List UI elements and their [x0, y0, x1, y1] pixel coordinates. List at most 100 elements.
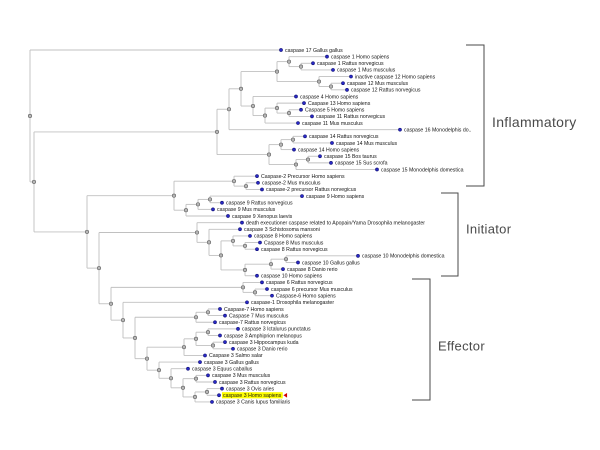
leaf-label[interactable]: caspase 8 Danio rerio	[287, 267, 338, 273]
leaf-node-dot[interactable]	[231, 346, 235, 351]
internal-node-dot[interactable]	[283, 257, 289, 262]
leaf-node-dot[interactable]	[303, 134, 307, 139]
leaf-node-dot[interactable]	[223, 313, 227, 318]
leaf-label[interactable]: caspase 11 Rattus norvegicus	[316, 114, 386, 120]
internal-node-dot[interactable]	[205, 330, 211, 335]
leaf-label[interactable]: Caspase 3 Salmo salar	[209, 353, 263, 359]
leaf-label[interactable]: caspase 1 Mus musculus	[337, 68, 396, 74]
leaf-node-dot[interactable]	[294, 94, 298, 99]
leaf-node-dot[interactable]	[296, 121, 300, 125]
internal-node-dot[interactable]	[243, 184, 249, 189]
leaf-node-dot[interactable]	[226, 214, 230, 218]
internal-node-dot[interactable]	[226, 107, 232, 112]
internal-node-dot[interactable]	[132, 335, 138, 341]
leaf-node-dot[interactable]	[299, 107, 303, 112]
leaf-label[interactable]: caspase 15 Sus scrofa	[335, 161, 388, 167]
internal-node-dot[interactable]	[84, 229, 90, 234]
leaf-label[interactable]: caspase 8 Rattus norvegicus	[261, 247, 328, 253]
internal-node-dot[interactable]	[193, 376, 199, 381]
leaf-node-dot[interactable]	[210, 400, 214, 404]
internal-node-dot[interactable]	[266, 152, 272, 157]
leaf-label[interactable]: Caspase-2 Precursor Homo sapiens	[261, 174, 345, 180]
leaf-label[interactable]: caspase 6 precursor Mus musculus	[271, 287, 353, 293]
leaf-label[interactable]: caspase 12 Rattus norvegicus	[351, 88, 421, 94]
leaf-node-dot[interactable]	[256, 180, 260, 185]
leaf-label[interactable]: caspase 3 Danio rerio	[237, 347, 288, 353]
leaf-label[interactable]: Caspase 8 Mus musculus	[264, 240, 324, 246]
internal-node-dot[interactable]	[293, 162, 299, 167]
internal-node-dot[interactable]	[206, 240, 212, 245]
leaf-node-dot[interactable]	[213, 320, 217, 325]
internal-node-dot[interactable]	[286, 111, 292, 116]
leaf-node-dot[interactable]	[375, 167, 379, 172]
leaf-node-dot[interactable]	[292, 147, 296, 152]
leaf-label[interactable]: caspase 3 Ovis aries	[226, 386, 275, 392]
internal-node-dot[interactable]	[218, 253, 224, 258]
internal-node-dot[interactable]	[305, 157, 311, 162]
leaf-label[interactable]: caspase 14 Rattus norvegicus	[309, 134, 379, 140]
internal-node-dot[interactable]	[268, 262, 274, 267]
internal-node-dot[interactable]	[194, 230, 200, 235]
internal-node-dot[interactable]	[120, 318, 126, 323]
leaf-node-dot[interactable]	[311, 61, 315, 66]
internal-node-dot[interactable]	[156, 368, 162, 373]
internal-node-dot[interactable]	[242, 243, 248, 248]
leaf-node-dot[interactable]	[398, 127, 402, 132]
leaf-node-dot[interactable]	[318, 154, 322, 159]
leaf-label[interactable]: Caspase 5 Homo sapiens	[305, 108, 365, 114]
internal-node-dot[interactable]	[298, 64, 304, 69]
internal-node-dot[interactable]	[231, 179, 237, 184]
leaf-node-dot[interactable]	[325, 54, 329, 59]
leaf-label[interactable]: caspase 12 Mus musculus	[347, 81, 409, 87]
leaf-node-dot[interactable]	[356, 253, 360, 258]
leaf-node-dot[interactable]	[206, 373, 210, 378]
leaf-node-dot[interactable]	[265, 287, 269, 291]
leaf-label[interactable]: caspase 3 Canis lupus familiaris	[216, 400, 291, 406]
leaf-label[interactable]: caspase 14 Mus musculus	[336, 141, 398, 147]
leaf-node-dot[interactable]	[349, 74, 353, 79]
leaf-label[interactable]: inactive caspase 12 Homo sapiens	[355, 74, 436, 80]
leaf-node-dot[interactable]	[281, 267, 285, 271]
leaf-label[interactable]: Caspase 13 Homo sapiens	[308, 101, 371, 107]
leaf-label[interactable]: death executioner caspase related to Apo…	[246, 220, 425, 226]
leaf-label[interactable]: caspase 3 Rattus norvegicus	[219, 380, 286, 386]
leaf-label[interactable]: caspase 4 Homo sapiens	[300, 94, 359, 100]
leaf-label[interactable]: caspase 3 Gallus gallus	[204, 360, 259, 366]
leaf-label[interactable]: caspase 3 Schistosoma mansoni	[244, 227, 320, 233]
leaf-node-dot[interactable]	[240, 220, 244, 225]
leaf-node-dot[interactable]	[310, 114, 314, 119]
internal-node-dot[interactable]	[204, 389, 210, 395]
leaf-node-dot[interactable]	[296, 260, 300, 265]
leaf-node-dot[interactable]	[238, 227, 242, 232]
leaf-label[interactable]: caspase 10 Gallus gallus	[302, 260, 360, 266]
internal-node-dot[interactable]	[240, 285, 246, 290]
leaf-node-dot[interactable]	[330, 141, 334, 145]
leaf-node-dot[interactable]	[260, 280, 264, 285]
leaf-label[interactable]: caspase-1 Drosophila melanogaster	[251, 300, 334, 306]
leaf-node-dot[interactable]	[255, 174, 259, 179]
leaf-node-dot[interactable]	[260, 187, 264, 192]
leaf-label[interactable]: caspase 9 Mus musculus	[217, 207, 276, 213]
leaf-node-dot[interactable]	[213, 380, 217, 384]
leaf-node-dot[interactable]	[255, 247, 259, 252]
leaf-node-dot[interactable]	[341, 81, 345, 86]
internal-node-dot[interactable]	[193, 336, 199, 341]
leaf-node-dot[interactable]	[203, 353, 207, 358]
leaf-label[interactable]: caspase 10 Monodelphis domestica	[362, 254, 445, 260]
leaf-node-dot[interactable]	[270, 293, 274, 298]
internal-node-dot[interactable]	[207, 197, 213, 202]
internal-node-dot[interactable]	[274, 106, 280, 111]
leaf-label[interactable]: Caspase 7 Mus musculus	[229, 313, 289, 319]
leaf-label[interactable]: Caspase-6 Homo sapiens	[276, 293, 336, 299]
leaf-node-dot[interactable]	[302, 101, 306, 105]
internal-node-dot[interactable]	[195, 202, 201, 207]
internal-node-dot[interactable]	[316, 79, 322, 84]
internal-node-dot[interactable]	[96, 266, 102, 271]
leaf-label[interactable]: caspase 9 Rattus norvegicus	[226, 201, 293, 207]
internal-node-dot[interactable]	[205, 310, 211, 315]
leaf-label[interactable]: caspase 11 Mus musculus	[302, 121, 363, 127]
leaf-node-dot[interactable]	[345, 87, 349, 92]
leaf-node-dot[interactable]	[186, 366, 190, 371]
leaf-node-dot[interactable]	[245, 300, 249, 305]
internal-node-dot[interactable]	[171, 193, 177, 198]
